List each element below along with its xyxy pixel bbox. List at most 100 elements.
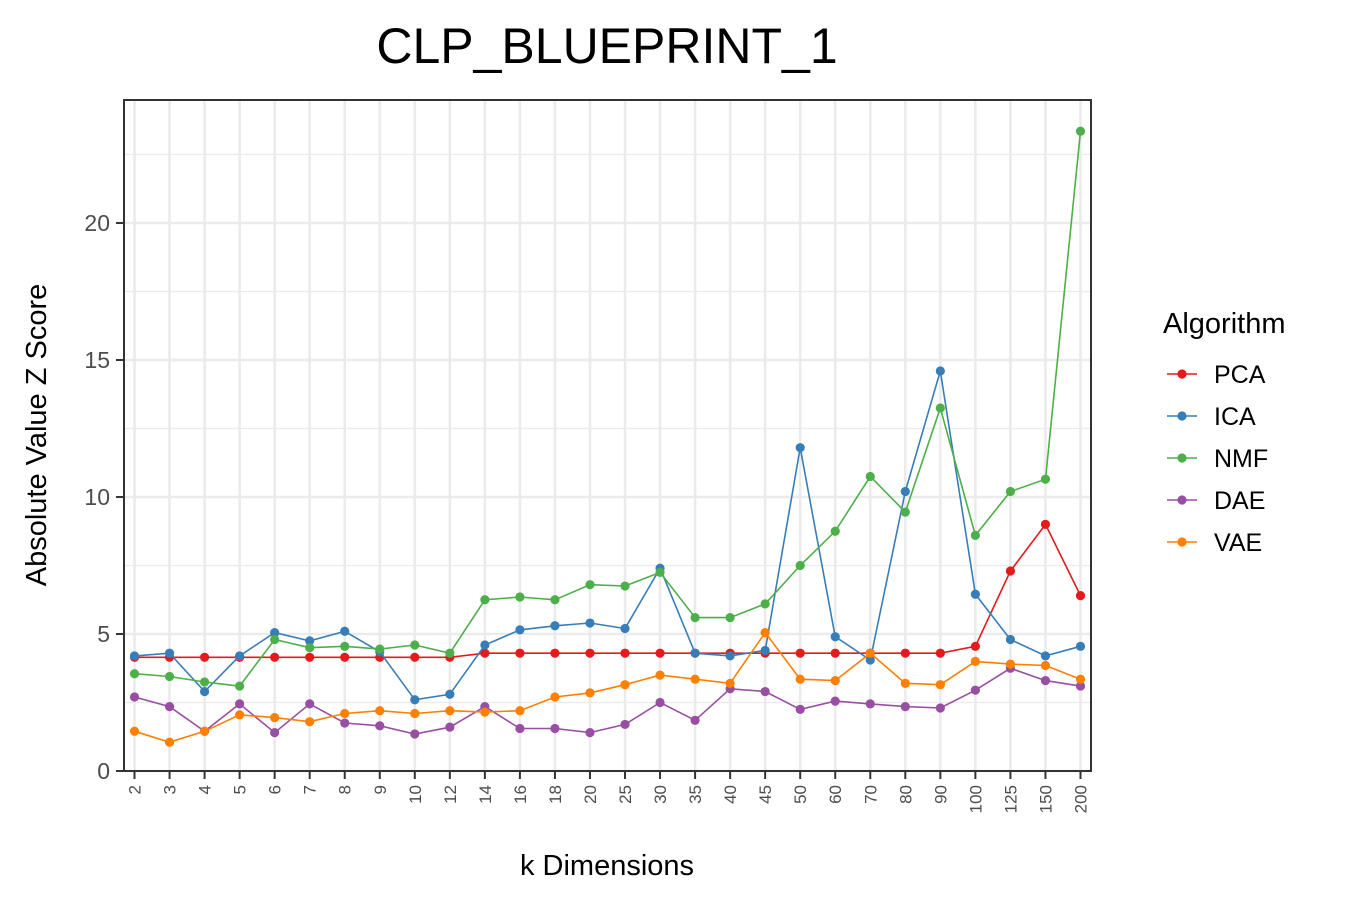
- data-point-nmf: [199, 677, 210, 687]
- data-point-vae: [865, 648, 875, 658]
- x-tick-label: 4: [196, 785, 215, 794]
- legend-item-ica: ICA: [1167, 403, 1256, 431]
- data-point-dae: [690, 715, 700, 725]
- data-point-nmf: [1075, 126, 1086, 136]
- legend: Algorithm PCA ICA NMF DAE VAE: [1163, 308, 1286, 557]
- y-tick-label: 5: [97, 621, 110, 647]
- data-point-dae: [1040, 675, 1051, 686]
- data-point-ica: [199, 686, 210, 697]
- data-point-ica: [690, 648, 700, 658]
- data-point-dae: [270, 728, 280, 738]
- x-tick-label: 3: [161, 785, 180, 794]
- data-point-dae: [865, 699, 875, 709]
- data-point-nmf: [550, 595, 560, 605]
- x-tick-label: 5: [231, 785, 250, 794]
- data-point-nmf: [410, 640, 420, 650]
- data-point-pca: [410, 652, 420, 662]
- data-point-ica: [1075, 641, 1086, 651]
- data-point-nmf: [129, 669, 140, 679]
- x-tick-label: 150: [1036, 785, 1055, 813]
- x-axis-title: k Dimensions: [520, 850, 694, 882]
- y-axis-title: Absolute Value Z Score: [21, 284, 53, 587]
- data-point-vae: [550, 692, 560, 702]
- y-tick-label: 15: [84, 347, 110, 373]
- data-point-ica: [235, 651, 245, 661]
- series-ica: [129, 366, 1086, 705]
- data-point-ica: [830, 632, 840, 642]
- data-point-vae: [410, 708, 420, 719]
- data-point-ica: [865, 655, 875, 665]
- data-point-pca: [970, 641, 980, 651]
- data-point-vae: [445, 706, 455, 716]
- data-point-vae: [305, 717, 315, 727]
- x-tick-label: 35: [686, 785, 705, 804]
- data-point-nmf: [830, 526, 840, 536]
- data-point-nmf: [480, 595, 490, 605]
- data-point-ica: [340, 626, 350, 636]
- x-tick-label: 30: [651, 785, 670, 804]
- data-point-pca: [900, 648, 910, 658]
- data-point-nmf: [340, 641, 350, 651]
- data-point-ica: [550, 621, 560, 631]
- data-point-ica: [725, 651, 735, 661]
- data-point-ica: [270, 628, 280, 638]
- x-tick-label: 2: [126, 785, 145, 794]
- data-point-dae: [795, 704, 805, 714]
- data-point-ica: [305, 636, 315, 646]
- data-point-dae: [760, 686, 770, 697]
- data-point-pca: [270, 652, 280, 662]
- legend-key-point: [1177, 369, 1187, 379]
- series-line-dae: [134, 667, 1081, 735]
- data-point-pca: [340, 652, 350, 662]
- data-point-ica: [164, 648, 175, 658]
- data-point-nmf: [445, 648, 455, 658]
- data-point-pca: [480, 648, 490, 658]
- x-tick-label: 12: [441, 785, 460, 804]
- data-point-pca: [795, 648, 805, 658]
- data-point-ica: [410, 695, 420, 705]
- legend-key-point: [1177, 495, 1187, 505]
- data-point-vae: [760, 628, 770, 638]
- legend-label: PCA: [1214, 361, 1266, 389]
- x-tick-label: 8: [336, 785, 355, 794]
- data-point-nmf: [795, 560, 805, 571]
- data-point-nmf: [515, 592, 525, 602]
- legend-label: NMF: [1214, 445, 1268, 473]
- legend-key-point: [1177, 411, 1187, 421]
- data-point-dae: [340, 718, 350, 728]
- data-point-nmf: [235, 681, 245, 691]
- legend-item-pca: PCA: [1167, 361, 1266, 389]
- series-line-vae: [134, 631, 1081, 744]
- data-point-dae: [970, 685, 980, 695]
- data-point-vae: [1075, 674, 1086, 684]
- data-point-nmf: [900, 507, 910, 517]
- data-point-ica: [1040, 651, 1051, 661]
- data-point-ica: [585, 618, 595, 628]
- data-point-nmf: [760, 599, 770, 609]
- series-line-pca: [134, 522, 1082, 659]
- legend-label: VAE: [1214, 529, 1262, 557]
- data-point-ica: [935, 366, 945, 376]
- x-tick-label: 6: [266, 785, 285, 794]
- data-point-nmf: [1040, 474, 1051, 484]
- series-nmf: [129, 126, 1086, 691]
- data-point-ica: [129, 651, 140, 661]
- x-tick-label: 200: [1071, 785, 1090, 813]
- data-point-vae: [620, 680, 630, 690]
- data-point-vae: [795, 674, 805, 684]
- data-point-vae: [129, 726, 140, 736]
- chart-title: CLP_BLUEPRINT_1: [376, 18, 837, 74]
- data-point-dae: [550, 723, 560, 734]
- data-point-nmf: [970, 530, 980, 540]
- legend-key-point: [1177, 537, 1187, 547]
- x-tick-label: 14: [476, 785, 495, 804]
- series-dae: [129, 663, 1086, 739]
- data-point-pca: [550, 648, 560, 658]
- x-tick-label: 100: [966, 785, 985, 813]
- data-point-dae: [445, 722, 455, 732]
- plot-panel-border: [123, 99, 1092, 772]
- data-point-vae: [340, 708, 350, 719]
- data-point-pca: [620, 648, 630, 658]
- data-point-ica: [760, 645, 770, 656]
